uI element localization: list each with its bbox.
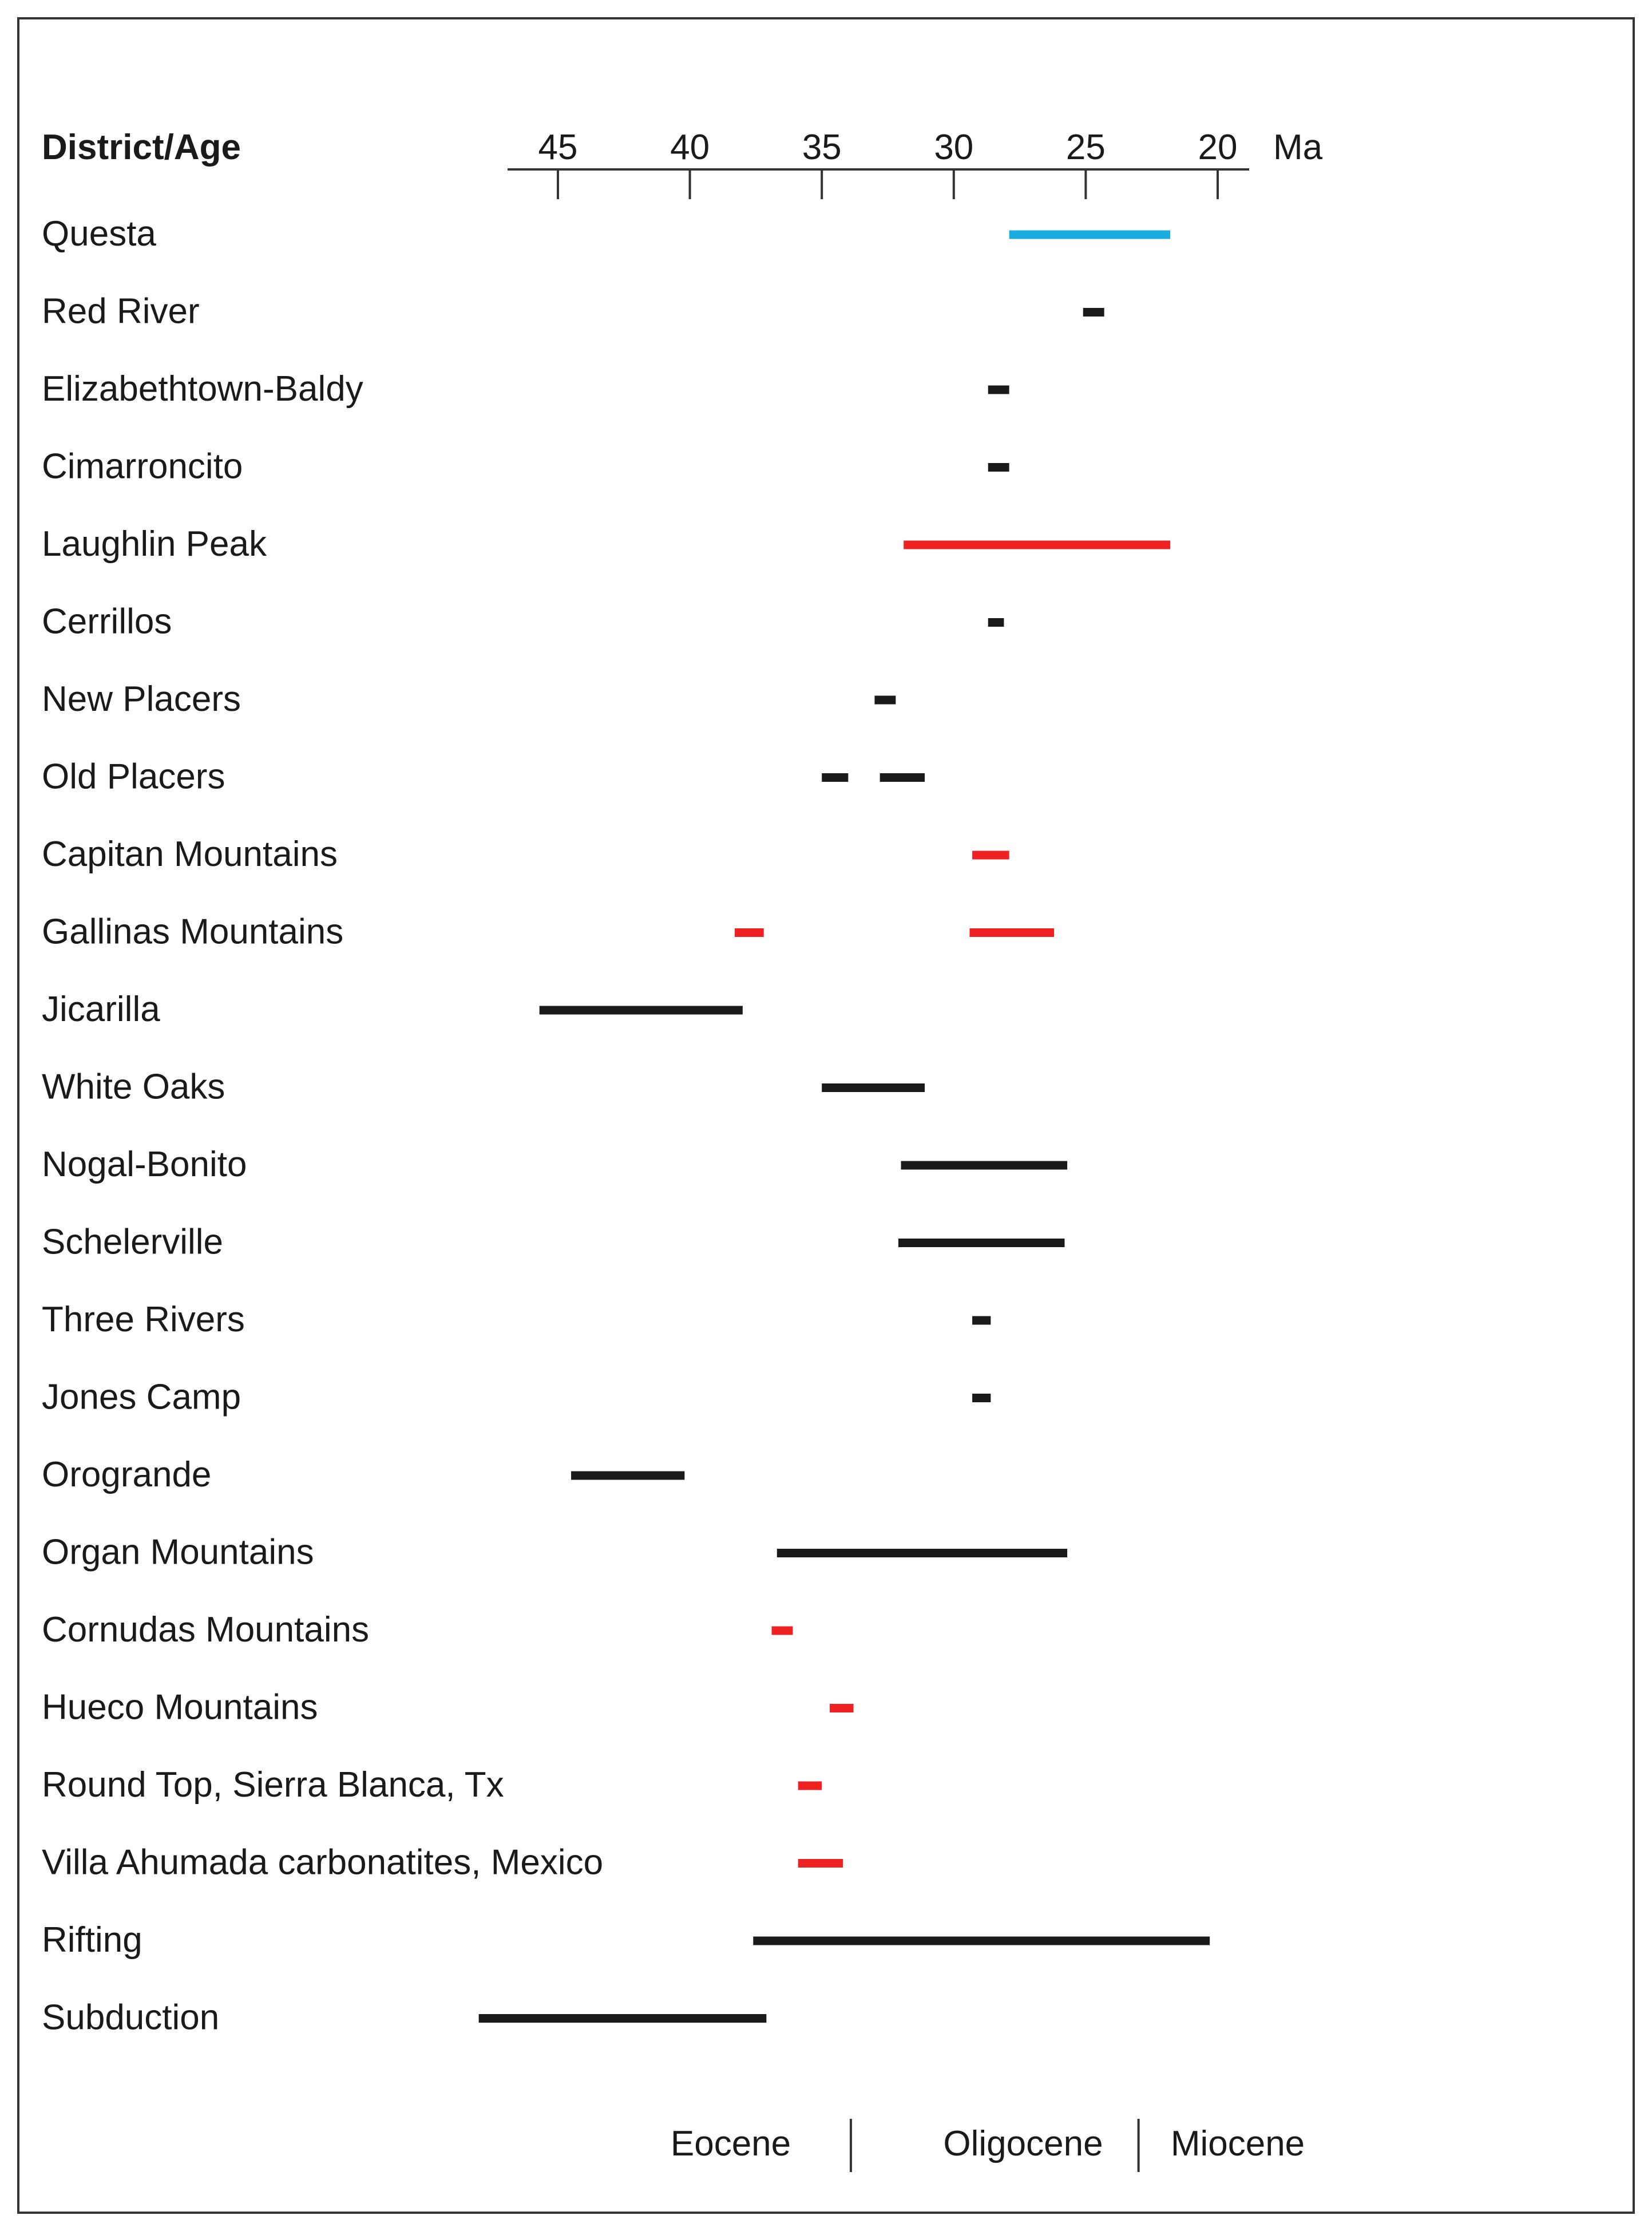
row-label: Nogal-Bonito bbox=[42, 1145, 247, 1184]
axis-tick-label: 35 bbox=[802, 128, 842, 167]
row-label: Gallinas Mountains bbox=[42, 912, 343, 952]
age-range-bar bbox=[822, 1083, 925, 1092]
row-label: Old Placers bbox=[42, 757, 225, 797]
column-header: District/Age bbox=[42, 128, 241, 167]
axis-tick-label: 45 bbox=[538, 128, 578, 167]
age-range-bar bbox=[735, 928, 764, 937]
age-range-bar bbox=[969, 928, 1055, 937]
age-range-bar bbox=[901, 1161, 1068, 1170]
row-label: Schelerville bbox=[42, 1223, 223, 1262]
age-range-bar bbox=[988, 463, 1009, 472]
row-label: Three Rivers bbox=[42, 1300, 245, 1339]
age-range-bar bbox=[571, 1471, 685, 1480]
row-label: Elizabethtown-Baldy bbox=[42, 369, 363, 409]
age-range-bar bbox=[1009, 230, 1170, 239]
age-range-bar bbox=[830, 1704, 854, 1712]
age-range-bar bbox=[880, 773, 925, 782]
row-label: Jones Camp bbox=[42, 1378, 241, 1417]
age-range-bar bbox=[988, 618, 1004, 627]
epoch-label: Eocene bbox=[671, 2124, 791, 2163]
age-range-bar bbox=[972, 1316, 991, 1325]
axis-unit-label: Ma bbox=[1273, 128, 1323, 167]
age-range-bar bbox=[777, 1549, 1068, 1557]
row-label: Cerrillos bbox=[42, 602, 172, 642]
row-label: Hueco Mountains bbox=[42, 1688, 318, 1727]
row-label: Red River bbox=[42, 292, 200, 331]
age-range-bar bbox=[988, 385, 1009, 394]
age-range-bar bbox=[478, 2014, 767, 2023]
row-label: Orogrande bbox=[42, 1455, 211, 1494]
row-label: Organ Mountains bbox=[42, 1533, 314, 1572]
epoch-label: Miocene bbox=[1171, 2124, 1305, 2163]
axis-tick-label: 30 bbox=[934, 128, 973, 167]
axis-tick-label: 20 bbox=[1198, 128, 1238, 167]
row-label: White Oaks bbox=[42, 1067, 225, 1107]
age-range-bar bbox=[898, 1239, 1065, 1247]
row-label: Rifting bbox=[42, 1920, 142, 1960]
axis-tick-label: 40 bbox=[670, 128, 710, 167]
row-label: Cimarroncito bbox=[42, 447, 243, 486]
row-label: Cornudas Mountains bbox=[42, 1610, 369, 1649]
row-label: Questa bbox=[42, 214, 156, 254]
age-range-bar bbox=[753, 1936, 1210, 1945]
age-range-bar bbox=[1083, 308, 1104, 317]
row-label: Laughlin Peak bbox=[42, 524, 267, 564]
row-label: Jicarilla bbox=[42, 990, 160, 1029]
age-range-bar bbox=[771, 1626, 793, 1635]
age-range-bar bbox=[972, 1394, 991, 1402]
row-label: Round Top, Sierra Blanca, Tx bbox=[42, 1765, 504, 1805]
age-range-bar bbox=[539, 1006, 743, 1015]
row-label: New Placers bbox=[42, 679, 241, 719]
age-range-bar bbox=[822, 773, 849, 782]
axis-tick-label: 25 bbox=[1066, 128, 1106, 167]
row-label: Subduction bbox=[42, 1998, 219, 2038]
age-range-bar bbox=[798, 1781, 822, 1790]
age-range-bar bbox=[972, 851, 1009, 860]
age-range-bar bbox=[874, 695, 896, 705]
age-range-bar bbox=[904, 540, 1170, 549]
chart-frame bbox=[17, 17, 1635, 2214]
row-label: Capitan Mountains bbox=[42, 834, 338, 874]
row-label: Villa Ahumada carbonatites, Mexico bbox=[42, 1843, 603, 1882]
age-range-bar bbox=[798, 1859, 843, 1868]
epoch-label: Oligocene bbox=[943, 2124, 1103, 2163]
